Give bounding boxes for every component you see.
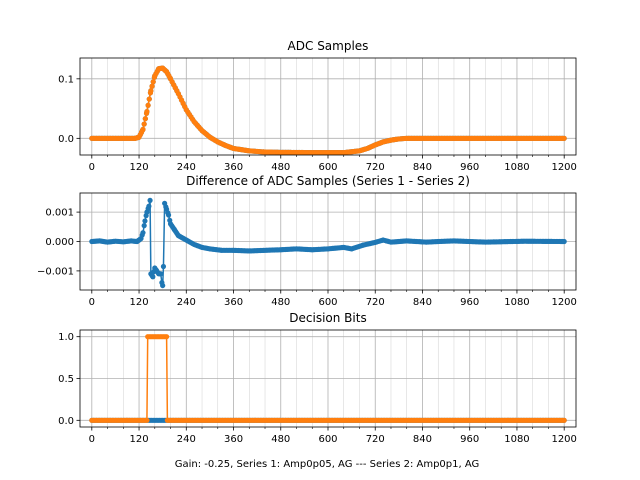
x-tick-label: 240 <box>177 297 196 308</box>
panel-adc-samples: 0 120 240 360 480 600 720 840 960 1080 1200 0.0 0.1 A… <box>58 39 577 173</box>
x-tick-label: 120 <box>130 162 149 173</box>
x-tick-label: 720 <box>366 162 385 173</box>
y-tick-label: 0.0 <box>58 416 74 427</box>
data-point <box>142 218 148 224</box>
x-tick-label: 360 <box>224 297 243 308</box>
chart-title: Decision Bits <box>289 311 366 325</box>
data-point <box>140 126 146 133</box>
x-tick-label: 600 <box>318 297 337 308</box>
x-tick-label: 360 <box>224 434 243 445</box>
x-tick-label: 1200 <box>551 162 576 173</box>
data-point <box>160 282 166 289</box>
x-tick-label: 240 <box>177 434 196 445</box>
x-tick-label: 0 <box>89 162 95 173</box>
y-tick-label: 1.0 <box>58 332 74 343</box>
data-point <box>561 417 567 423</box>
data-point <box>140 230 146 236</box>
x-tick-label: 600 <box>318 434 337 445</box>
y-tick-label: 0.001 <box>45 208 74 219</box>
data-point <box>561 238 567 245</box>
data-point <box>160 263 167 270</box>
x-tick-label: 720 <box>366 297 385 308</box>
y-tick-label: −0.001 <box>37 266 74 277</box>
data-point <box>148 88 154 94</box>
chart-title: Difference of ADC Samples (Series 1 - Se… <box>186 174 470 188</box>
data-point <box>149 83 155 89</box>
x-tick-label: 120 <box>130 434 149 445</box>
panel-difference: 0 120 240 360 480 600 720 840 960 1080 1200 0.001 0.… <box>37 174 577 308</box>
x-tick-label: 0 <box>89 297 95 308</box>
data-point <box>147 197 153 203</box>
data-point <box>144 108 150 115</box>
data-point <box>144 417 150 423</box>
panel-decision-bits: 0 120 240 360 480 600 720 840 960 1080 1200 0.0 0.5 1… <box>58 311 577 445</box>
x-tick-label: 960 <box>460 162 479 173</box>
x-tick-label: 840 <box>413 434 432 445</box>
y-tick-label: 0.000 <box>45 237 74 248</box>
x-tick-label: 960 <box>460 297 479 308</box>
y-tick-label: 0.5 <box>58 374 74 385</box>
x-tick-label: 240 <box>177 162 196 173</box>
series-2 <box>89 65 567 155</box>
series-2 <box>89 334 567 423</box>
data-point <box>150 274 156 280</box>
x-tick-label: 1080 <box>504 434 529 445</box>
x-tick-label: 1200 <box>551 297 576 308</box>
x-tick-label: 480 <box>271 434 290 445</box>
data-point <box>164 334 170 340</box>
figure-xlabel: Gain: -0.25, Series 1: Amp0p05, AG --- S… <box>175 459 480 470</box>
y-tick-label: 0.1 <box>58 74 74 85</box>
x-tick-label: 360 <box>224 162 243 173</box>
data-point <box>158 271 164 277</box>
data-point <box>141 223 147 229</box>
y-tick-label: 0.0 <box>58 134 74 145</box>
data-point <box>145 102 151 108</box>
data-point <box>146 96 152 102</box>
data-point <box>561 135 567 141</box>
data-point <box>142 116 148 122</box>
x-tick-label: 600 <box>318 162 337 173</box>
x-tick-label: 480 <box>271 162 290 173</box>
x-tick-label: 840 <box>413 162 432 173</box>
x-tick-label: 1200 <box>551 434 576 445</box>
x-tick-label: 960 <box>460 434 479 445</box>
x-tick-label: 720 <box>366 434 385 445</box>
data-point <box>165 212 172 218</box>
x-tick-label: 1080 <box>504 162 529 173</box>
data-point <box>150 79 156 85</box>
x-tick-label: 0 <box>89 434 95 445</box>
data-point <box>141 121 147 127</box>
series-1 <box>89 197 567 289</box>
data-point <box>146 203 152 209</box>
x-tick-label: 480 <box>271 297 290 308</box>
x-tick-label: 120 <box>130 297 149 308</box>
x-tick-label: 840 <box>413 297 432 308</box>
x-tick-label: 1080 <box>504 297 529 308</box>
chart-title: ADC Samples <box>288 39 369 53</box>
